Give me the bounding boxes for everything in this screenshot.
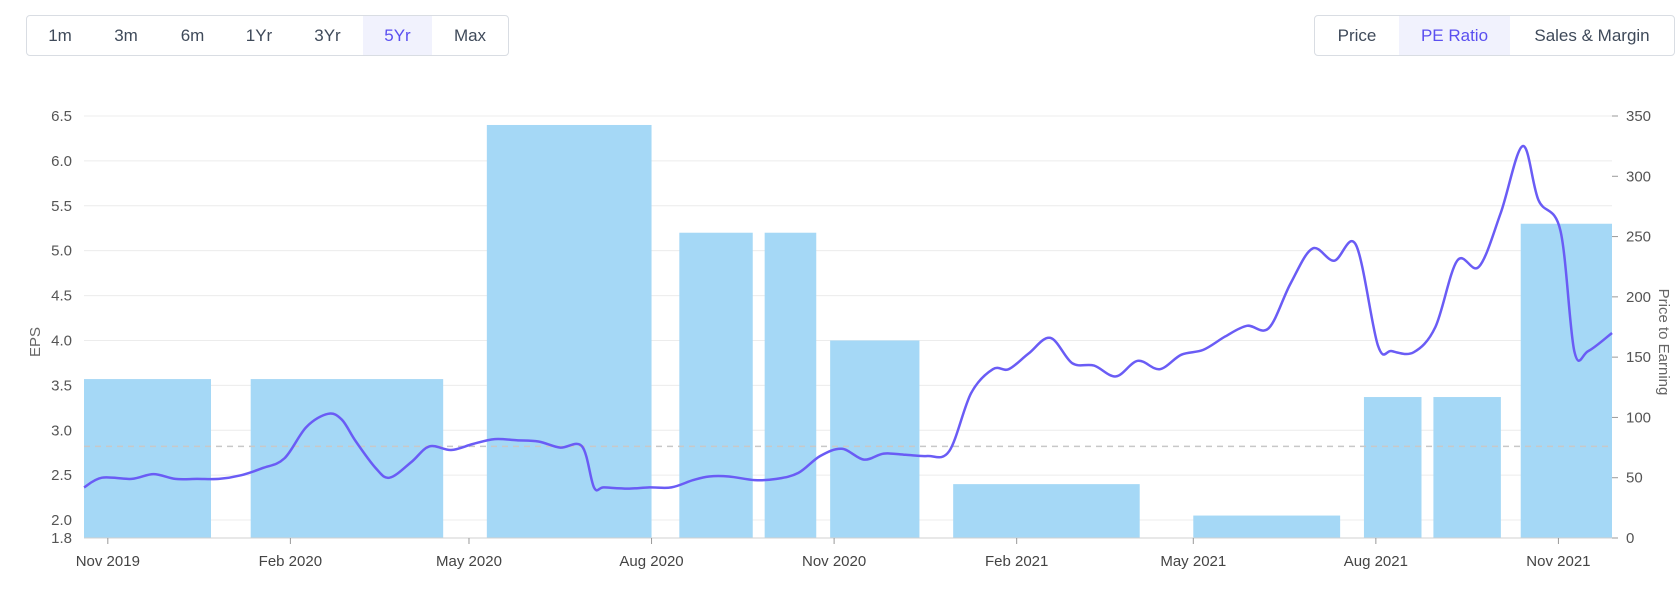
range-button-max[interactable]: Max — [453, 25, 487, 45]
y-right-tick-label: 0 — [1626, 530, 1634, 547]
y-left-tick-label: 3.0 — [51, 422, 72, 439]
y-right-tick-label: 250 — [1626, 229, 1651, 246]
range-button-1m[interactable]: 1m — [48, 25, 72, 45]
eps-bar — [1193, 515, 1341, 538]
view-button-sales-and-margin[interactable]: Sales & Margin — [1534, 25, 1650, 45]
y-left-tick-label: 4.0 — [51, 332, 72, 349]
view-button-price[interactable]: Price — [1337, 25, 1377, 45]
eps-bar — [84, 379, 212, 538]
view-selector: Price PE Ratio Sales & Margin — [1314, 15, 1675, 56]
y-left-tick-label: 3.5 — [51, 377, 72, 394]
y-left-tick-label: 2.5 — [51, 467, 72, 484]
x-tick-label: Nov 2020 — [802, 553, 866, 570]
view-button-pe-ratio[interactable]: PE Ratio — [1399, 16, 1510, 55]
range-selector: 1m 3m 6m 1Yr 3Yr 5Yr Max — [26, 15, 509, 56]
y-left-tick-label: 4.5 — [51, 288, 72, 305]
x-tick-label: Nov 2021 — [1526, 553, 1590, 570]
range-button-3m[interactable]: 3m — [114, 25, 138, 45]
range-button-3yr[interactable]: 3Yr — [314, 25, 341, 45]
y-right-tick-label: 50 — [1626, 470, 1643, 487]
x-tick-label: May 2021 — [1160, 553, 1226, 570]
eps-bar — [764, 232, 817, 539]
y-right-tick-label: 200 — [1626, 289, 1651, 306]
range-button-6m[interactable]: 6m — [180, 25, 205, 45]
y-right-tick-label: 100 — [1626, 409, 1651, 426]
eps-bar — [1363, 397, 1422, 538]
eps-bar — [953, 484, 1140, 538]
x-tick-label: May 2020 — [436, 553, 502, 570]
y-right-axis-title: Price to Earning — [1655, 289, 1672, 396]
y-right-tick-label: 150 — [1626, 349, 1651, 366]
y-right-tick-label: 350 — [1626, 108, 1651, 125]
eps-bar — [679, 232, 753, 539]
y-left-tick-label: 2.0 — [51, 512, 72, 529]
y-left-tick-label: 5.0 — [51, 243, 72, 260]
eps-bar — [1433, 397, 1501, 538]
x-tick-label: Feb 2020 — [259, 553, 322, 570]
x-tick-label: Nov 2019 — [76, 553, 140, 570]
y-right-tick-label: 300 — [1626, 168, 1651, 185]
range-button-1yr[interactable]: 1Yr — [245, 25, 273, 45]
x-tick-label: Aug 2021 — [1344, 553, 1408, 570]
y-left-tick-label: 1.8 — [51, 530, 72, 547]
y-left-tick-label: 6.0 — [51, 153, 72, 170]
y-left-tick-label: 5.5 — [51, 198, 72, 215]
eps-bar — [486, 124, 652, 538]
x-tick-label: Feb 2021 — [985, 553, 1048, 570]
y-left-axis-title: EPS — [27, 327, 44, 357]
range-button-5yr[interactable]: 5Yr — [363, 16, 432, 55]
eps-bar — [830, 340, 920, 538]
x-tick-label: Aug 2020 — [619, 553, 683, 570]
y-left-tick-label: 6.5 — [51, 108, 72, 125]
pe-ratio-line — [83, 144, 1613, 492]
